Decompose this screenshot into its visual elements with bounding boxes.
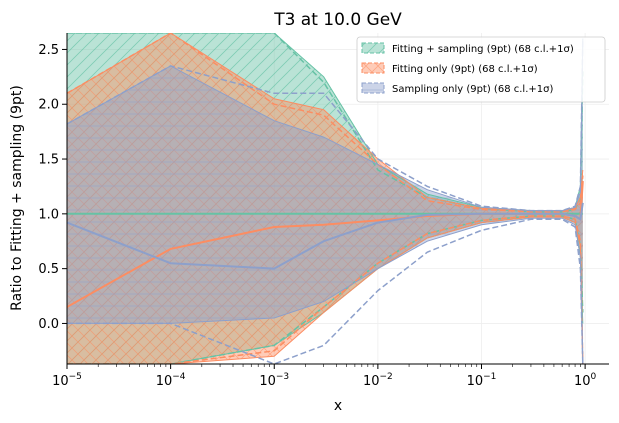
band-upper-edge-1	[67, 33, 584, 212]
legend-swatch-hatch	[362, 83, 384, 93]
sigma-lower-2	[67, 218, 584, 364]
x-tick-label: 10−4	[156, 372, 186, 389]
central-lines	[67, 180, 584, 308]
legend: Fitting + sampling (9pt) (68 c.l.+1σ) Fit…	[356, 36, 606, 103]
x-axis-label: x	[334, 398, 342, 414]
band-hatch-2	[67, 38, 583, 364]
x-tick-label: 10−2	[363, 372, 393, 389]
y-axis-ticks: 0.0 0.5 1.0 1.5 2.0 2.5	[38, 43, 67, 332]
y-tick-label: 1.0	[38, 207, 59, 222]
chart-title: T3 at 10.0 GeV	[273, 10, 402, 30]
sigma-lower-0	[67, 215, 584, 364]
band-lower-edge-1	[67, 216, 584, 364]
sigma-upper-2	[67, 38, 584, 212]
legend-label: Sampling only (9pt) (68 c.l.+1σ)	[392, 84, 553, 95]
y-axis-label: Ratio to Fitting + sampling (9pt)	[9, 85, 25, 311]
band-edges	[67, 33, 584, 364]
legend-swatch-hatch	[362, 43, 384, 53]
x-tick-label: 10−5	[52, 372, 82, 389]
y-tick-label: 1.5	[38, 153, 59, 168]
sigma-lower-1	[67, 215, 584, 364]
x-tick-label: 100	[574, 372, 597, 389]
y-tick-label: 0.0	[38, 317, 59, 332]
legend-swatch-hatch	[362, 63, 384, 73]
y-tick-label: 0.5	[38, 262, 59, 277]
x-tick-label: 10−1	[467, 372, 497, 389]
y-tick-label: 2.5	[38, 43, 59, 58]
band-lower-edge-2	[67, 217, 584, 364]
sigma-upper-1	[67, 33, 584, 213]
uncertainty-bands	[67, 33, 583, 364]
y-tick-label: 2.0	[38, 98, 59, 113]
x-tick-label: 10−3	[259, 372, 289, 389]
x-axis-ticks: 10−5 10−4 10−3 10−2 10−1 100	[52, 364, 597, 389]
legend-box	[356, 36, 606, 103]
central-line-2	[67, 202, 584, 270]
legend-label: Fitting + sampling (9pt) (68 c.l.+1σ)	[392, 44, 574, 55]
legend-label: Fitting only (9pt) (68 c.l.+1σ)	[392, 64, 538, 75]
